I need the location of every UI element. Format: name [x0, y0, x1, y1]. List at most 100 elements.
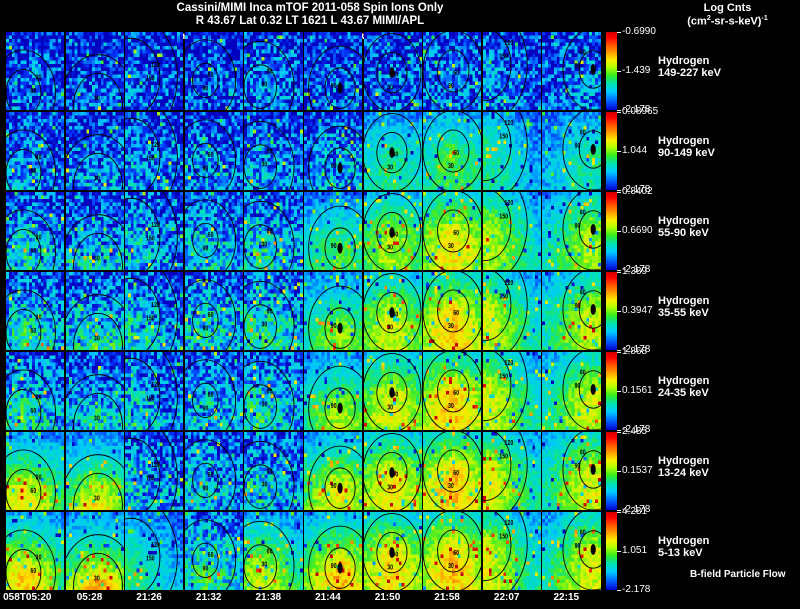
contour-label: 120 — [151, 301, 160, 309]
pitch-angle-panel[interactable]: 150 120 — [125, 352, 184, 430]
pitch-angle-panel[interactable]: 30 60 — [244, 192, 303, 270]
pitch-angle-panel[interactable]: 30 60 — [423, 432, 482, 510]
pitch-angle-panel[interactable]: 90 60 — [184, 352, 243, 430]
pitch-angle-panel[interactable]: 30 60 — [244, 352, 303, 430]
pitch-angle-panel[interactable]: 90 60 — [184, 192, 243, 270]
pitch-angle-panel[interactable]: 60 30 — [6, 272, 65, 350]
pitch-angle-contour — [125, 278, 160, 350]
pitch-angle-panel[interactable]: 90 60 — [542, 512, 601, 590]
pitch-angle-contour — [125, 38, 160, 110]
pitch-angle-panel[interactable]: 150 120 90 — [482, 112, 541, 190]
pitch-angle-panel[interactable]: 30 60 — [244, 112, 303, 190]
pitch-angle-panel[interactable]: 30 60 — [363, 32, 422, 110]
pitch-angle-panel[interactable]: 30 60 — [423, 32, 482, 110]
contour-label: 30 — [387, 564, 393, 572]
pitch-angle-panel[interactable]: 30 60 — [423, 352, 482, 430]
pitch-angle-panel[interactable]: 150 120 90 — [482, 352, 541, 430]
pitch-angle-panel[interactable]: 90 60 — [542, 112, 601, 190]
pitch-angle-panel[interactable]: 90 — [304, 352, 363, 430]
pitch-angle-panel[interactable]: 30 — [65, 272, 124, 350]
pitch-angle-panel[interactable]: 30 — [65, 352, 124, 430]
pitch-angle-panel[interactable]: 30 60 — [423, 512, 482, 590]
pitch-angle-panel[interactable]: 30 60 — [423, 272, 482, 350]
pitch-angle-panel[interactable]: 60 30 — [6, 352, 65, 430]
pitch-angle-panel[interactable]: 60 30 — [6, 432, 65, 510]
pitch-angle-panel[interactable]: 60 30 — [6, 512, 65, 590]
pitch-angle-panel[interactable]: 150 120 90 — [482, 272, 541, 350]
pitch-angle-panel[interactable]: 150 120 — [125, 512, 184, 590]
pitch-angle-panel[interactable]: 90 — [304, 32, 363, 110]
pitch-angle-panel[interactable]: 30 60 — [244, 272, 303, 350]
pitch-angle-panel[interactable]: 150 120 90 — [482, 192, 541, 270]
pitch-angle-panel[interactable]: 90 60 — [542, 272, 601, 350]
contour-overlay: 30 60 — [244, 192, 302, 270]
pitch-angle-panel[interactable]: 150 120 — [125, 272, 184, 350]
pitch-angle-panel[interactable]: 150 120 — [125, 192, 184, 270]
pitch-angle-panel[interactable]: 60 30 — [6, 192, 65, 270]
pitch-angle-panel[interactable]: 30 60 — [363, 192, 422, 270]
pitch-angle-panel[interactable]: 30 — [65, 32, 124, 110]
pitch-angle-panel[interactable]: 30 — [65, 432, 124, 510]
pitch-angle-panel[interactable]: 150 120 90 — [482, 432, 541, 510]
contour-overlay: 90 — [304, 432, 362, 510]
pitch-angle-panel[interactable]: 30 60 — [423, 112, 482, 190]
pitch-angle-panel[interactable]: 60 30 — [6, 112, 65, 190]
pitch-angle-panel[interactable]: 30 60 — [363, 272, 422, 350]
contour-overlay: 30 — [66, 352, 124, 430]
pitch-angle-contour — [483, 352, 527, 430]
pitch-angle-panel[interactable]: 30 60 — [363, 352, 422, 430]
pitch-angle-panel[interactable]: 90 60 — [184, 512, 243, 590]
species-name: Hydrogen — [658, 215, 710, 228]
time-tick-label: 22:07 — [493, 592, 520, 603]
pitch-angle-panel[interactable]: 90 — [304, 272, 363, 350]
contour-label: 120 — [504, 520, 513, 528]
pitch-angle-panel[interactable]: 30 60 — [363, 432, 422, 510]
pitch-angle-panel[interactable]: 30 60 — [363, 112, 422, 190]
colorbar-tick-label: -2.178 — [622, 584, 651, 595]
pitch-angle-panel[interactable]: 90 60 — [184, 112, 243, 190]
pitch-angle-contour — [6, 450, 55, 510]
pitch-angle-panel[interactable]: 90 60 — [542, 352, 601, 430]
pitch-angle-panel[interactable]: 90 60 — [184, 32, 243, 110]
pitch-angle-panel[interactable]: 90 60 — [542, 32, 601, 110]
pitch-angle-contour — [192, 143, 218, 177]
contour-label: 30 — [36, 554, 42, 562]
contour-overlay: 30 60 — [423, 352, 481, 430]
pitch-angle-panel[interactable]: 90 — [304, 112, 363, 190]
pitch-angle-panel[interactable]: 30 — [65, 512, 124, 590]
pitch-angle-contour — [423, 352, 481, 430]
pitch-angle-panel[interactable]: 30 — [65, 192, 124, 270]
pitch-angle-contour — [66, 215, 124, 270]
pitch-angle-panel[interactable]: 30 60 — [244, 432, 303, 510]
contour-label: 60 — [30, 567, 36, 575]
pitch-angle-panel[interactable]: 90 60 — [542, 432, 601, 510]
pitch-angle-panel[interactable]: 90 60 — [184, 432, 243, 510]
time-tick-label: 21:58 — [434, 592, 460, 603]
pitch-angle-contour — [6, 229, 41, 270]
pitch-angle-panel[interactable]: 90 60 — [542, 192, 601, 270]
pitch-angle-panel[interactable]: 30 60 — [244, 32, 303, 110]
pitch-angle-panel[interactable]: 30 — [65, 112, 124, 190]
pitch-angle-contour — [244, 465, 277, 509]
contour-label: 60 — [30, 327, 36, 335]
pitch-angle-panel[interactable]: 30 60 — [423, 192, 482, 270]
pitch-angle-panel[interactable]: 150 120 — [125, 112, 184, 190]
pitch-angle-panel[interactable]: 90 — [304, 432, 363, 510]
pitch-angle-contour — [364, 194, 421, 270]
pitch-angle-contour — [125, 358, 160, 430]
pitch-angle-panel[interactable]: 30 60 — [363, 512, 422, 590]
pitch-angle-panel[interactable]: 150 120 — [125, 432, 184, 510]
pitch-angle-panel[interactable]: 150 120 90 — [482, 32, 541, 110]
pitch-angle-panel[interactable]: 90 — [304, 512, 363, 590]
pitch-angle-panel[interactable]: 150 120 90 — [482, 512, 541, 590]
pitch-angle-contour — [309, 46, 363, 110]
pitch-angle-panel[interactable]: 90 — [304, 192, 363, 270]
pitch-angle-panel[interactable]: 60 30 — [6, 32, 65, 110]
pitch-angle-panel[interactable]: 150 120 — [125, 32, 184, 110]
pitch-angle-panel[interactable]: 30 60 — [244, 512, 303, 590]
contour-overlay: 90 60 — [185, 272, 243, 350]
row-colorbar: 1.868 0.1561 -2.178 Hydrogen 24-35 keV — [606, 347, 709, 435]
pitch-angle-panel[interactable]: 90 60 — [184, 272, 243, 350]
row-colorbar: 0.08965 1.044 -2.178 Hydrogen 90-149 keV — [606, 107, 715, 195]
energy-channel-label: Hydrogen 35-55 keV — [658, 295, 709, 319]
